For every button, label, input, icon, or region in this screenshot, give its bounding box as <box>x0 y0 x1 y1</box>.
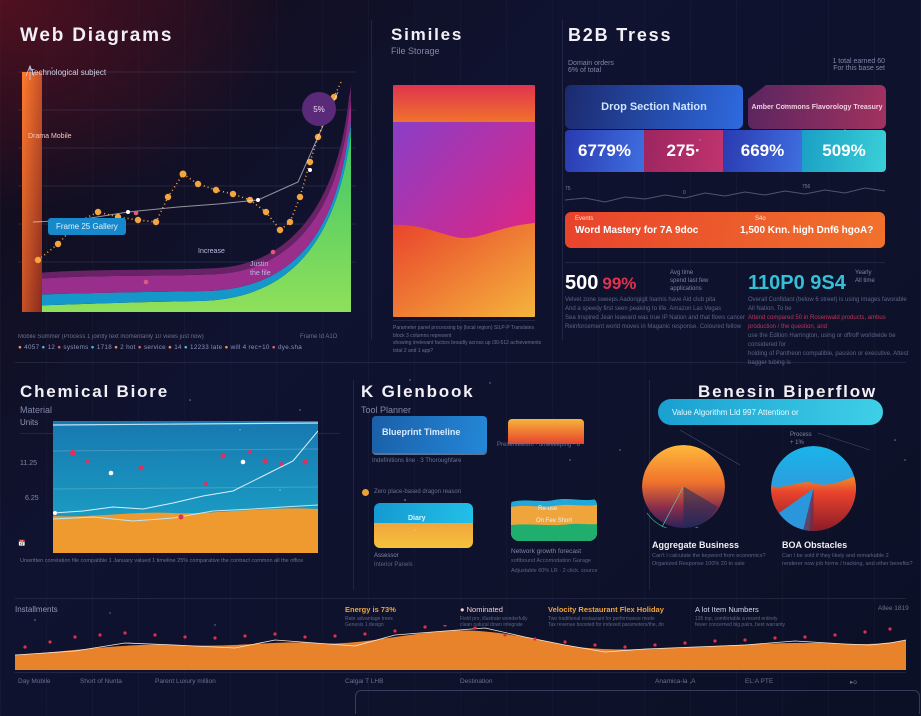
svg-text:756: 756 <box>802 184 811 190</box>
svg-text:0: 0 <box>683 190 686 196</box>
svg-text:75: 75 <box>565 186 571 192</box>
